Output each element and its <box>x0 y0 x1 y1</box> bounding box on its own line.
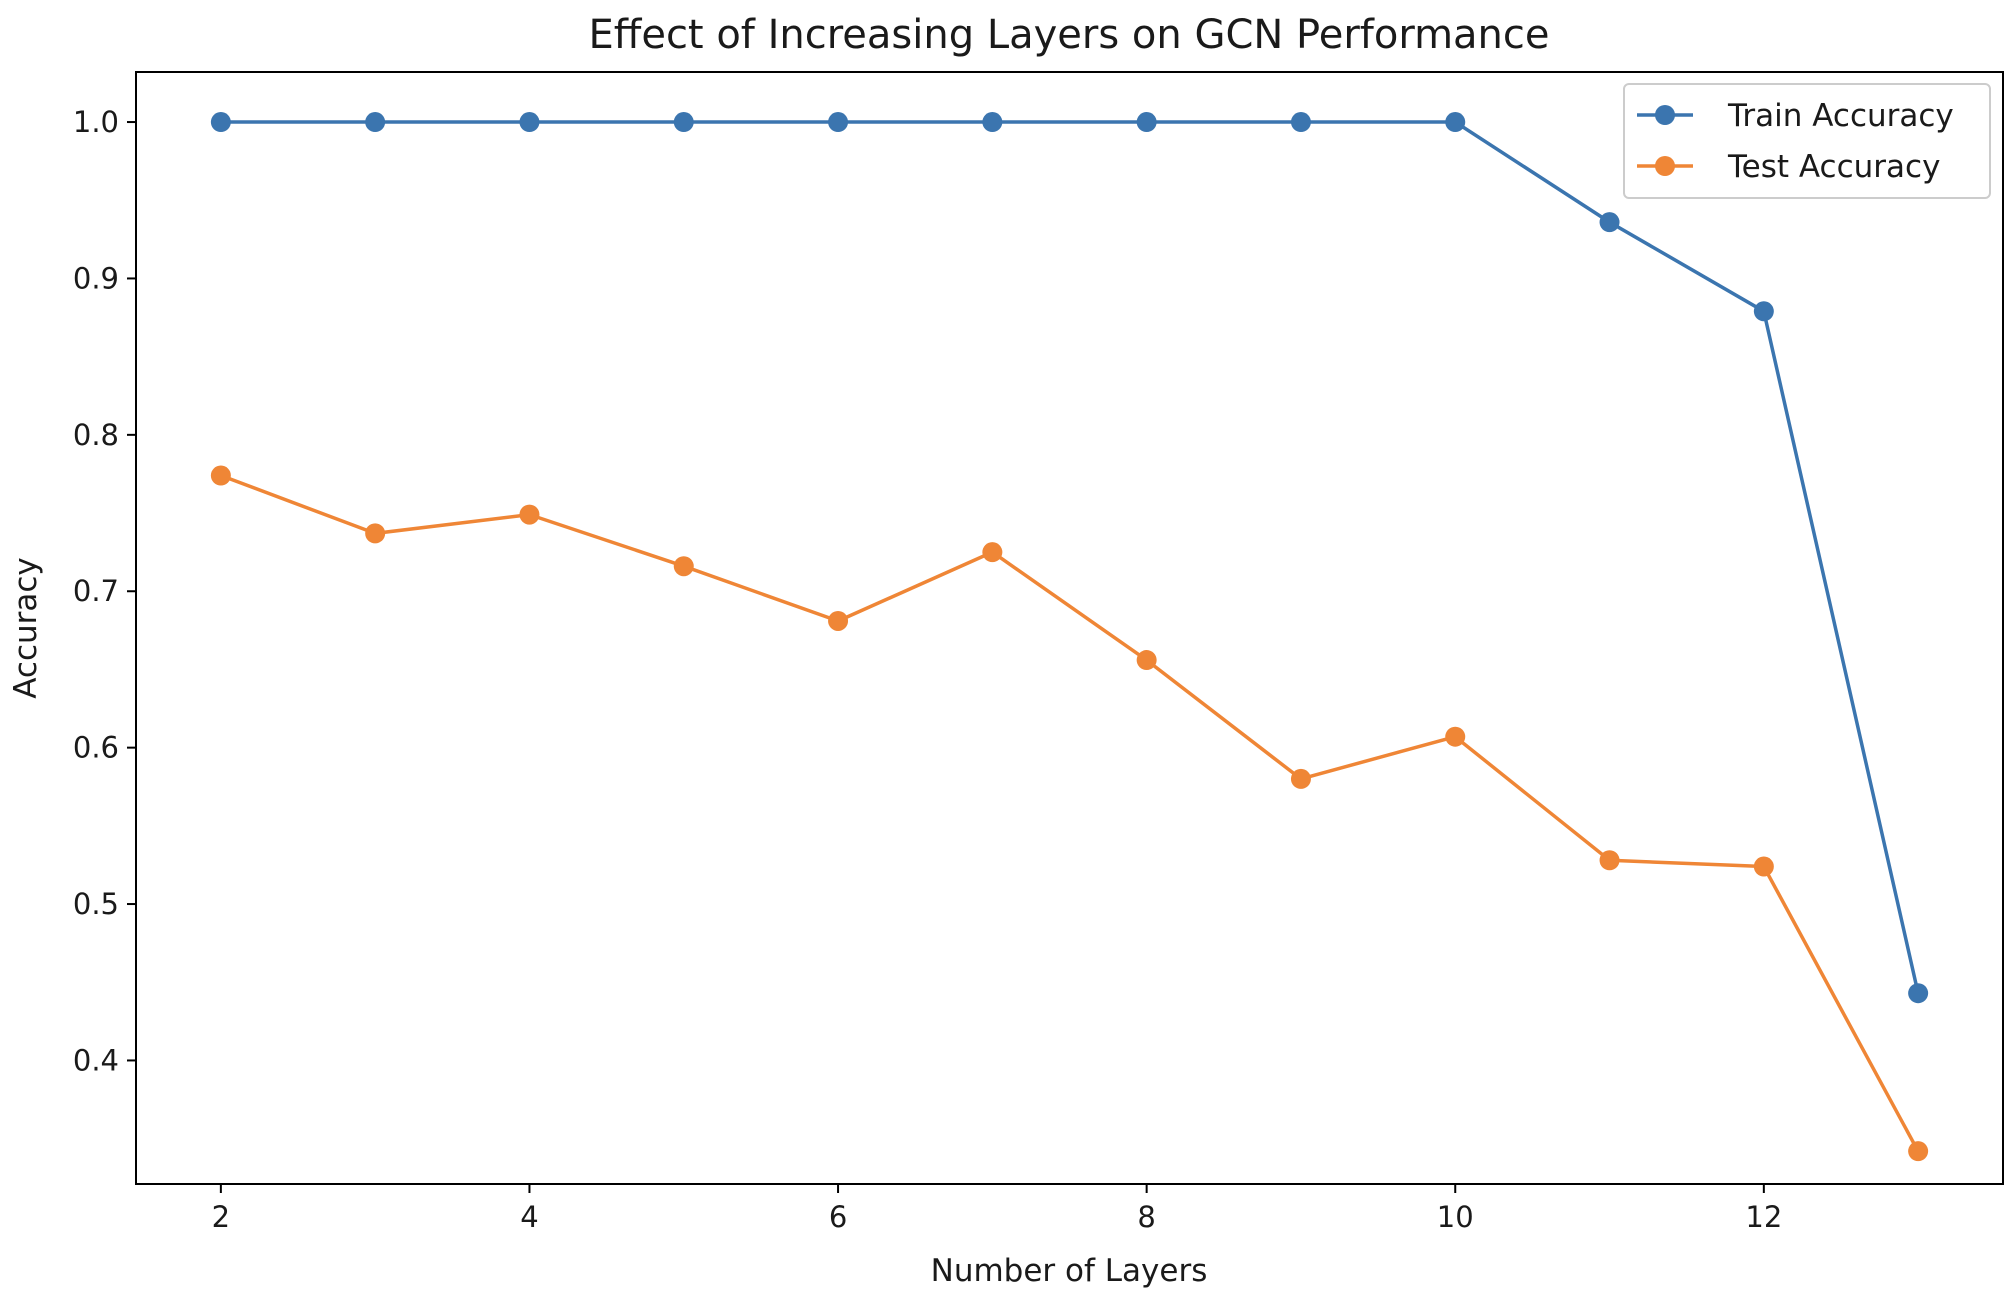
x-tick-label: 12 <box>1745 1200 1782 1234</box>
data-point <box>1136 650 1157 671</box>
axis-ticks: 2 4 6 8 10 12 0.4 0.5 0.6 0.7 0.8 0.9 1.0 <box>73 105 1782 1234</box>
data-point <box>365 523 386 544</box>
y-tick-label: 0.8 <box>73 418 119 452</box>
legend-item: Test Accuracy <box>1637 149 1940 185</box>
data-point <box>1908 1141 1929 1162</box>
data-point <box>1290 112 1311 133</box>
chart-title: Effect of Increasing Layers on GCN Perfo… <box>589 12 1550 58</box>
data-point <box>673 556 694 577</box>
y-tick-label: 0.4 <box>73 1043 119 1077</box>
y-tick-label: 0.5 <box>73 887 119 921</box>
legend-box <box>1623 83 1991 199</box>
legend-marker <box>1655 156 1675 176</box>
x-tick-label: 6 <box>829 1200 847 1234</box>
data-point <box>1136 112 1157 133</box>
x-tick-label: 8 <box>1137 1200 1155 1234</box>
y-tick-label: 0.6 <box>73 731 119 765</box>
series-test-accuracy <box>210 465 1929 1162</box>
data-point <box>210 112 231 133</box>
data-point <box>1753 856 1774 877</box>
data-point <box>828 112 849 133</box>
data-point <box>982 542 1003 563</box>
y-tick-label: 0.7 <box>73 574 119 608</box>
y-tick-label: 0.9 <box>73 261 119 295</box>
x-axis-label: Number of Layers <box>931 1253 1208 1289</box>
x-tick-label: 4 <box>520 1200 538 1234</box>
data-point <box>1445 726 1466 747</box>
data-point <box>1908 983 1929 1004</box>
x-tick-label: 10 <box>1437 1200 1474 1234</box>
data-point <box>210 465 231 486</box>
data-point <box>1753 301 1774 322</box>
x-tick-label: 2 <box>212 1200 230 1234</box>
data-point <box>982 112 1003 133</box>
data-point <box>828 610 849 631</box>
data-point <box>1599 850 1620 871</box>
legend-label: Test Accuracy <box>1727 149 1940 185</box>
data-point <box>1599 212 1620 233</box>
data-point <box>1290 768 1311 789</box>
series-line <box>220 120 1920 994</box>
legend-item: Train Accuracy <box>1637 98 1954 134</box>
data-point <box>519 112 540 133</box>
data-point <box>673 112 694 133</box>
data-point <box>1445 112 1466 133</box>
legend: Train Accuracy Test Accuracy <box>1623 83 1991 199</box>
series-line <box>220 473 1920 1153</box>
series-train-accuracy <box>210 112 1929 1004</box>
series-layer <box>210 112 1929 1162</box>
data-point <box>365 112 386 133</box>
legend-marker <box>1655 105 1675 125</box>
y-tick-label: 1.0 <box>73 105 119 139</box>
legend-label: Train Accuracy <box>1727 98 1954 134</box>
data-point <box>519 504 540 525</box>
y-axis-label: Accuracy <box>8 557 44 699</box>
plot-frame <box>135 71 2004 1185</box>
